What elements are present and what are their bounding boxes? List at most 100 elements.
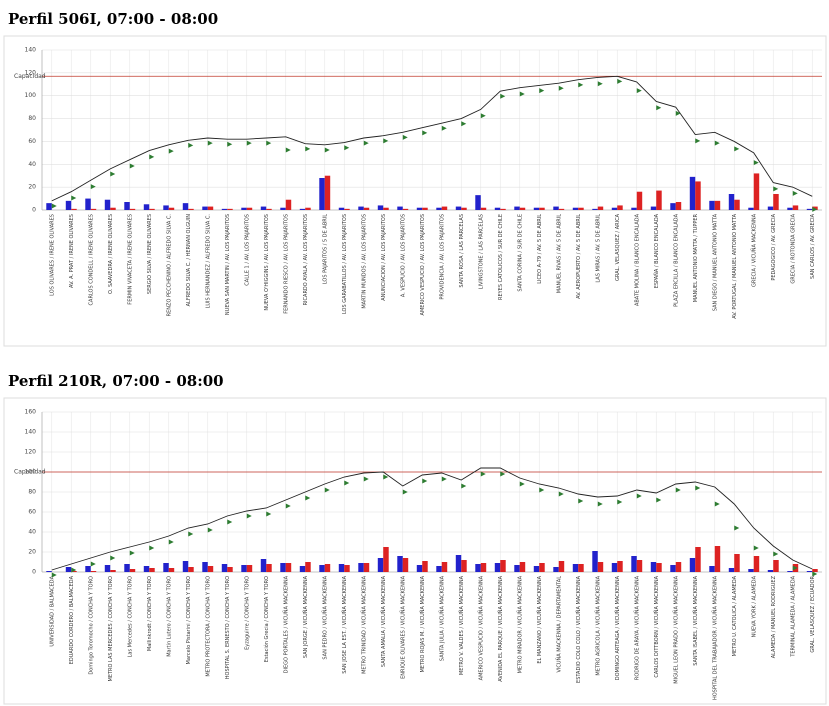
bar <box>748 207 754 210</box>
marker <box>441 476 447 482</box>
x-tick-label: MARTIN MUNDOS / AV. LOS PAJARITOS <box>361 214 367 309</box>
bar <box>656 563 662 572</box>
bar <box>806 208 813 210</box>
marker <box>168 148 174 154</box>
bar <box>46 571 52 572</box>
chart-title: Perfil 506I, 07:00 - 08:00 <box>8 10 218 28</box>
x-tick-label: HOSPITAL DEL TRABAJADOR / VICUÑA MACKENN… <box>711 575 718 700</box>
bar <box>319 565 325 572</box>
bar <box>363 207 370 210</box>
bar <box>285 563 292 572</box>
x-tick-label: Mallinkrodt / CONCHA Y TORO <box>147 576 153 651</box>
marker <box>344 145 350 151</box>
marker <box>695 485 701 491</box>
bar <box>324 175 331 210</box>
marker <box>714 140 720 146</box>
marker <box>519 481 525 487</box>
bar <box>441 562 448 572</box>
bar <box>90 571 97 572</box>
bar <box>494 207 501 210</box>
bar <box>338 564 345 572</box>
x-tick-label: LIVINGSTONE / LAS PARCELAS <box>478 214 484 289</box>
bar <box>592 551 598 572</box>
y-tick-label: 20 <box>28 549 36 556</box>
marker <box>188 531 194 537</box>
marker <box>168 539 174 545</box>
x-tick-label: ALFREDO SILVA C. / HERNAN OLGUIN <box>186 214 192 307</box>
x-tick-label: Las Mercedes / CONCHA Y TORO <box>127 576 133 657</box>
x-tick-label: Marcelo Pistarini / CONCHA Y TORO <box>186 576 192 665</box>
bar <box>397 206 403 210</box>
x-tick-label: FERMIN VIVACETA / IRENE OLIVARES <box>127 214 133 305</box>
load-line <box>51 467 813 571</box>
x-tick-label: A. VESPUCIO / AV. LOS PAJARITOS <box>400 214 406 297</box>
marker <box>812 206 818 212</box>
bar <box>494 563 501 572</box>
x-tick-label: SANTA JULIA / VICUÑA MACKENNA <box>438 575 445 661</box>
bar <box>149 568 155 572</box>
bar <box>553 567 559 572</box>
bar <box>338 207 345 210</box>
marker <box>539 88 545 94</box>
marker <box>246 513 252 519</box>
bar <box>500 208 506 210</box>
bar <box>227 567 233 572</box>
bar <box>104 565 111 572</box>
marker <box>597 501 603 507</box>
marker <box>207 527 213 533</box>
bar <box>227 208 233 210</box>
marker <box>792 190 798 196</box>
x-tick-label: SAN JOSE LA EST. / VICUÑA MACKENNA <box>341 575 348 673</box>
bar <box>260 206 267 210</box>
marker <box>773 551 779 557</box>
x-tick-label: CARLOS CONDELL / IRENE OLIVARES <box>88 214 94 305</box>
marker <box>129 163 135 169</box>
x-tick-label: METRO LAS MERCEDES / CONCHA Y TORO <box>108 576 114 682</box>
bar <box>129 208 136 210</box>
bar <box>110 207 116 210</box>
x-tick-label: METRO V. VALDES / VICUÑA MACKENNA <box>458 575 465 675</box>
marker <box>246 140 252 146</box>
y-tick-label: 80 <box>28 115 36 122</box>
bar <box>221 208 228 210</box>
bar <box>572 564 579 572</box>
bar <box>519 562 526 572</box>
marker <box>636 88 642 94</box>
bar <box>280 207 286 210</box>
bar <box>773 194 779 210</box>
marker <box>636 493 642 499</box>
marker <box>324 147 330 153</box>
bar <box>71 208 77 210</box>
marker <box>383 474 389 480</box>
marker <box>227 141 233 147</box>
bar <box>773 560 779 572</box>
x-tick-label: ESTADIO COLO COLO / VICUÑA MACKENNA <box>575 575 582 683</box>
bar <box>597 562 604 572</box>
marker <box>51 572 57 578</box>
bar <box>558 561 565 572</box>
bar <box>280 563 286 572</box>
x-tick-label: NUEVA O'HIGGINS / AV. LOS PAJARITOS <box>264 214 270 311</box>
marker <box>558 85 564 91</box>
bar <box>734 199 740 210</box>
marker <box>519 91 525 97</box>
bar <box>202 206 208 210</box>
panel-frame <box>3 397 827 705</box>
marker <box>578 498 584 504</box>
marker <box>285 147 291 153</box>
bar <box>767 206 774 210</box>
bar <box>260 559 267 572</box>
bar <box>168 568 175 572</box>
bar <box>90 208 97 210</box>
marker <box>71 195 77 201</box>
x-tick-label: ANUNCIACION / AV. LOS PAJARITOS <box>381 214 387 301</box>
marker <box>402 134 408 140</box>
bar <box>416 207 423 210</box>
bar <box>383 207 389 210</box>
marker <box>734 525 740 531</box>
x-tick-label: Domingo Toromocho / CONCHA Y TORO <box>88 576 94 675</box>
bar <box>65 200 72 210</box>
bar <box>85 198 91 210</box>
x-tick-label: MIGUEL LEON PRADO / VICUÑA MACKENNA <box>672 575 679 683</box>
bar <box>475 564 481 572</box>
